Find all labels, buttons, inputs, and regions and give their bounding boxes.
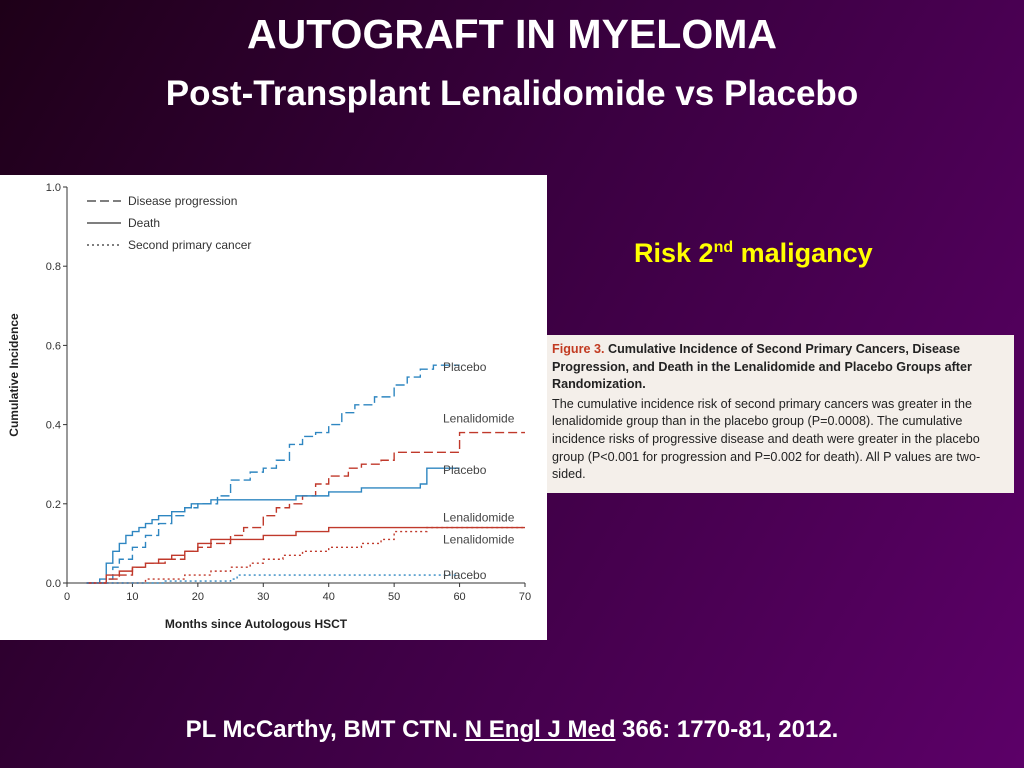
series-line-placebo-second-primary-cancer xyxy=(86,574,460,584)
series-line-lenalidomide-death xyxy=(86,526,525,584)
risk-label-main: Risk 2 xyxy=(634,238,714,268)
x-tick-label: 40 xyxy=(323,591,335,603)
figure-number: Figure 3. xyxy=(552,342,605,356)
figure-caption-title: Figure 3. Cumulative Incidence of Second… xyxy=(552,341,1008,394)
x-tick-label: 60 xyxy=(453,591,465,603)
legend-label: Second primary cancer xyxy=(128,238,251,252)
x-tick-label: 20 xyxy=(192,591,204,603)
x-tick-label: 30 xyxy=(257,591,269,603)
y-tick-label: 0.4 xyxy=(46,420,61,432)
risk-label-superscript: nd xyxy=(713,239,734,256)
slide-subtitle: Post-Transplant Lenalidomide vs Placebo xyxy=(165,74,859,113)
figure-title-text: Cumulative Incidence of Second Primary C… xyxy=(552,342,972,392)
y-axis-label: Cumulative Incidence xyxy=(7,313,21,437)
series-end-label: Lenalidomide xyxy=(443,532,515,546)
y-tick-label: 0.6 xyxy=(46,340,61,352)
chart-svg: 0.0 0.2 0.4 0.6 0.8 1.0 0 10 20 30 40 50 60 70 Months … xyxy=(7,182,531,631)
series-end-label: Lenalidomide xyxy=(443,511,515,525)
x-tick-label: 0 xyxy=(64,591,70,603)
y-tick-label: 0.2 xyxy=(46,499,61,511)
risk-label: Risk 2nd maligancy xyxy=(634,238,873,269)
y-tick-label: 0.8 xyxy=(46,261,61,273)
series-line-lenalidomide-disease-progression xyxy=(86,431,525,584)
series-end-label: Placebo xyxy=(443,463,487,477)
series-end-label: Lenalidomide xyxy=(443,412,515,426)
figure-caption-body: The cumulative incidence risk of second … xyxy=(552,396,981,482)
legend-label: Disease progression xyxy=(128,194,237,208)
citation: PL McCarthy, BMT CTN. N Engl J Med 366: … xyxy=(0,716,1024,744)
x-tick-label: 50 xyxy=(388,591,400,603)
series-end-label: Placebo xyxy=(443,568,487,582)
figure-caption: Figure 3. Cumulative Incidence of Second… xyxy=(547,335,1014,493)
citation-authors: PL McCarthy, BMT CTN. xyxy=(185,716,465,743)
cumulative-incidence-chart: 0.0 0.2 0.4 0.6 0.8 1.0 0 10 20 30 40 50 60 70 Months … xyxy=(0,175,547,640)
legend-label: Death xyxy=(128,216,160,230)
x-tick-label: 70 xyxy=(519,591,531,603)
y-tick-label: 1.0 xyxy=(46,182,61,194)
series-end-label: Placebo xyxy=(443,360,487,374)
x-tick-label: 10 xyxy=(126,591,138,603)
series-line-lenalidomide-second-primary-cancer xyxy=(86,526,525,584)
citation-journal-link[interactable]: N Engl J Med xyxy=(464,716,616,743)
slide-title: AUTOGRAFT IN MYELOMA xyxy=(247,11,777,57)
x-axis-label: Months since Autologous HSCT xyxy=(165,617,348,631)
series-line-placebo-death xyxy=(86,467,460,584)
citation-details: 366: 1770-81, 2012. xyxy=(615,716,839,743)
series-line-placebo-disease-progression xyxy=(86,364,460,584)
risk-label-rest: maligancy xyxy=(733,238,873,268)
y-tick-label: 0.0 xyxy=(46,578,61,590)
